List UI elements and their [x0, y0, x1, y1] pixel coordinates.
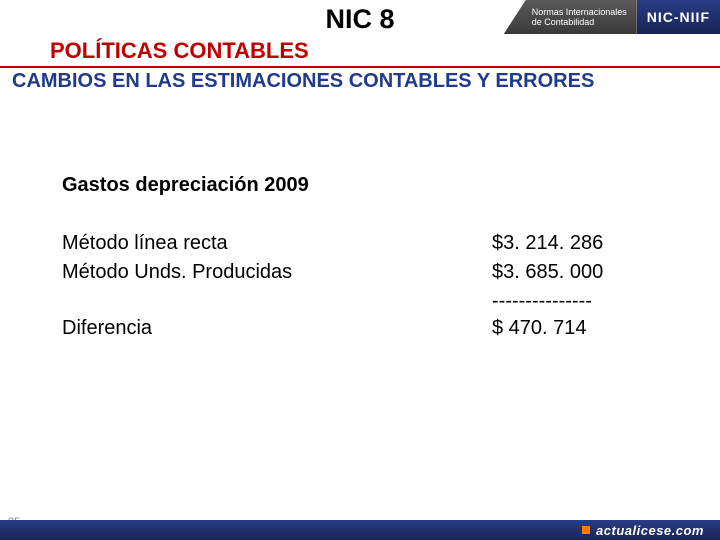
result-label: Diferencia: [62, 317, 152, 340]
footer-dot-icon: [582, 526, 590, 534]
result-value: $ 470. 714: [492, 317, 642, 340]
row-label: Método línea recta: [62, 232, 228, 255]
slide-subtitle: POLÍTICAS CONTABLES: [50, 38, 309, 64]
data-rows: Método línea recta $3. 214. 286 Método U…: [62, 232, 642, 346]
separator: ---------------: [492, 290, 642, 313]
footer-bar: actualicese.com: [0, 520, 720, 540]
footer-text: actualicese.com: [596, 523, 704, 538]
table-row: Método línea recta $3. 214. 286: [62, 232, 642, 255]
title-underline: [0, 66, 720, 68]
row-value: $3. 685. 000: [492, 261, 642, 284]
section-heading: Gastos depreciación 2009: [62, 174, 309, 197]
table-row: Método Unds. Producidas $3. 685. 000: [62, 261, 642, 284]
row-label: Método Unds. Producidas: [62, 261, 292, 284]
result-row: Diferencia $ 470. 714: [62, 317, 642, 340]
slide-subheading: CAMBIOS EN LAS ESTIMACIONES CONTABLES Y …: [12, 70, 712, 93]
separator-row: ---------------: [62, 290, 642, 313]
row-value: $3. 214. 286: [492, 232, 642, 255]
slide-title: NIC 8: [0, 4, 720, 35]
